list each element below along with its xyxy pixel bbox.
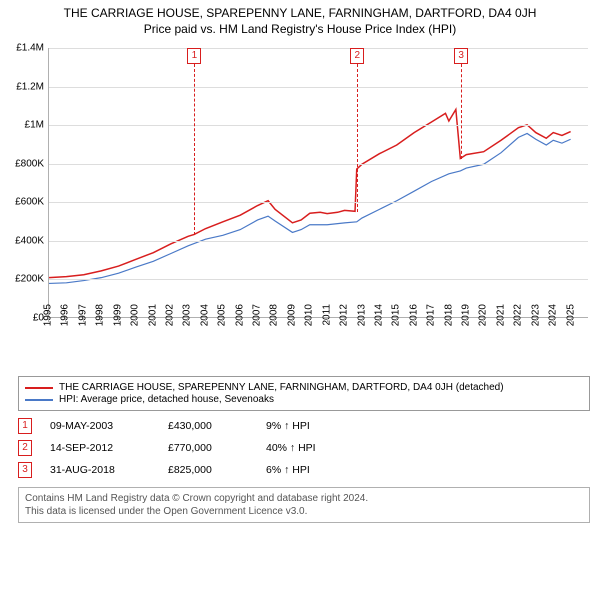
transaction-pct: 9% ↑ HPI: [266, 420, 346, 432]
x-tick: [205, 318, 206, 322]
y-tick-label: £600K: [0, 197, 44, 208]
transaction-marker: 1: [18, 418, 32, 434]
transaction-row: 1 09-MAY-2003 £430,000 9% ↑ HPI: [18, 415, 590, 437]
y-tick-label: £1.4M: [0, 43, 44, 54]
chart-container: THE CARRIAGE HOUSE, SPAREPENNY LANE, FAR…: [0, 0, 600, 590]
title-block: THE CARRIAGE HOUSE, SPAREPENNY LANE, FAR…: [0, 0, 600, 40]
x-tick: [362, 318, 363, 322]
marker-line: [357, 64, 358, 212]
marker-box: 2: [350, 48, 364, 64]
legend-label: THE CARRIAGE HOUSE, SPAREPENNY LANE, FAR…: [59, 382, 504, 393]
series-hpi: [49, 133, 571, 283]
transaction-price: £430,000: [168, 420, 248, 432]
x-tick: [379, 318, 380, 322]
marker-line: [461, 64, 462, 159]
gridline-h: [49, 202, 588, 203]
plot-area: 1 2 3: [48, 48, 588, 318]
transaction-row: 3 31-AUG-2018 £825,000 6% ↑ HPI: [18, 459, 590, 481]
x-tick: [518, 318, 519, 322]
x-tick: [292, 318, 293, 322]
gridline-h: [49, 164, 588, 165]
y-tick-label: £400K: [0, 235, 44, 246]
x-tick: [449, 318, 450, 322]
x-tick: [170, 318, 171, 322]
marker-box: 3: [454, 48, 468, 64]
legend-row: THE CARRIAGE HOUSE, SPAREPENNY LANE, FAR…: [25, 382, 583, 393]
x-tick: [274, 318, 275, 322]
x-tick: [222, 318, 223, 322]
transactions-table: 1 09-MAY-2003 £430,000 9% ↑ HPI 2 14-SEP-2012…: [18, 415, 590, 481]
x-tick: [153, 318, 154, 322]
x-tick: [414, 318, 415, 322]
legend-row: HPI: Average price, detached house, Seve…: [25, 394, 583, 405]
x-tick: [48, 318, 49, 322]
gridline-h: [49, 48, 588, 49]
x-tick: [501, 318, 502, 322]
x-tick: [309, 318, 310, 322]
x-tick: [240, 318, 241, 322]
line-series-svg: [49, 48, 588, 317]
x-tick: [187, 318, 188, 322]
chart-area: £0£200K£400K£600K£800K£1M£1.2M£1.4M 123 …: [0, 40, 600, 370]
title-subtitle: Price paid vs. HM Land Registry's House …: [8, 22, 592, 36]
y-tick-label: £1.2M: [0, 81, 44, 92]
transaction-date: 09-MAY-2003: [50, 420, 150, 432]
x-tick: [396, 318, 397, 322]
y-tick-label: £200K: [0, 274, 44, 285]
legend-swatch: [25, 387, 53, 389]
transaction-row: 2 14-SEP-2012 £770,000 40% ↑ HPI: [18, 437, 590, 459]
marker-box: 1: [187, 48, 201, 64]
legend: THE CARRIAGE HOUSE, SPAREPENNY LANE, FAR…: [18, 376, 590, 411]
transaction-date: 14-SEP-2012: [50, 442, 150, 454]
y-tick-label: £800K: [0, 158, 44, 169]
x-tick: [483, 318, 484, 322]
gridline-h: [49, 87, 588, 88]
x-tick: [431, 318, 432, 322]
x-tick: [571, 318, 572, 322]
attribution-line2: This data is licensed under the Open Gov…: [25, 505, 583, 518]
x-tick: [536, 318, 537, 322]
transaction-pct: 40% ↑ HPI: [266, 442, 346, 454]
transaction-price: £825,000: [168, 464, 248, 476]
legend-swatch: [25, 399, 53, 401]
attribution-line1: Contains HM Land Registry data © Crown c…: [25, 492, 583, 505]
transaction-price: £770,000: [168, 442, 248, 454]
x-tick: [466, 318, 467, 322]
attribution: Contains HM Land Registry data © Crown c…: [18, 487, 590, 523]
x-tick: [83, 318, 84, 322]
marker-line: [194, 64, 195, 235]
x-tick: [65, 318, 66, 322]
title-address: THE CARRIAGE HOUSE, SPAREPENNY LANE, FAR…: [8, 6, 592, 20]
x-tick: [135, 318, 136, 322]
x-tick: [344, 318, 345, 322]
y-tick-label: £1M: [0, 120, 44, 131]
x-tick: [118, 318, 119, 322]
y-tick-label: £0: [0, 313, 44, 324]
x-tick: [257, 318, 258, 322]
transaction-date: 31-AUG-2018: [50, 464, 150, 476]
gridline-h: [49, 279, 588, 280]
x-tick: [100, 318, 101, 322]
x-tick: [553, 318, 554, 322]
series-price_paid: [49, 109, 571, 277]
x-tick: [327, 318, 328, 322]
gridline-h: [49, 125, 588, 126]
transaction-marker: 2: [18, 440, 32, 456]
legend-label: HPI: Average price, detached house, Seve…: [59, 394, 274, 405]
transaction-marker: 3: [18, 462, 32, 478]
gridline-h: [49, 241, 588, 242]
transaction-pct: 6% ↑ HPI: [266, 464, 346, 476]
